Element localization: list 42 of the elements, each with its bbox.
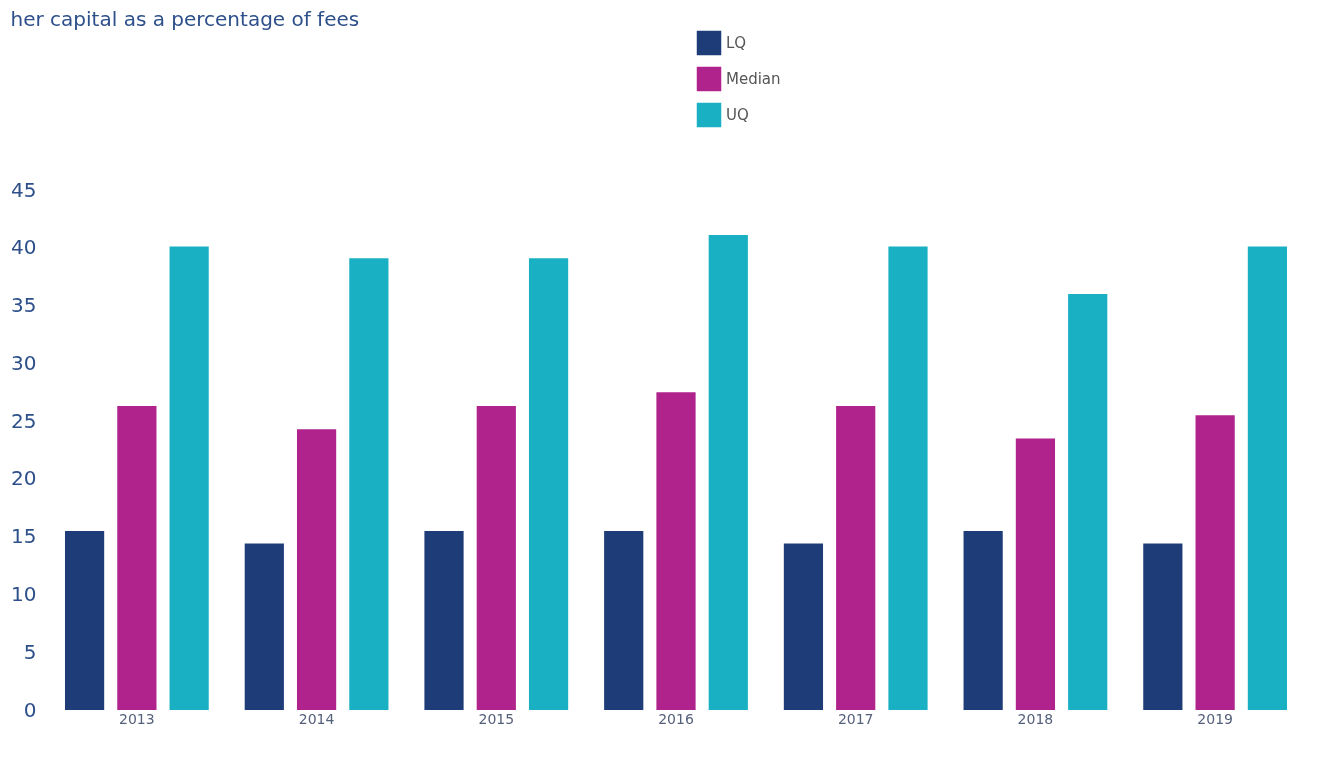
- x-tick-label: 2015: [478, 710, 515, 727]
- y-tick-label: 0: [23, 697, 37, 722]
- y-tick-label: 30: [11, 350, 37, 375]
- legend-label: LQ: [726, 34, 747, 52]
- x-tick-label: 2017: [837, 710, 874, 727]
- bar: [656, 392, 696, 710]
- bar: [244, 543, 284, 710]
- bar: [476, 406, 516, 710]
- bar: [424, 530, 464, 710]
- y-tick-label: 5: [23, 639, 37, 664]
- y-tick-label: 45: [11, 177, 37, 202]
- y-tick-label: 10: [11, 581, 37, 606]
- bar: [708, 235, 748, 710]
- bar: [783, 543, 824, 710]
- x-tick-label: 2019: [1197, 710, 1233, 727]
- bar: [604, 530, 644, 710]
- bar: [963, 530, 1003, 710]
- x-tick-label: 2016: [658, 710, 694, 727]
- bar: [888, 246, 928, 710]
- y-tick-label: 35: [11, 293, 37, 318]
- bar: [349, 258, 389, 710]
- y-tick-label: 20: [11, 466, 37, 491]
- bar: [1015, 438, 1056, 710]
- bar: [1143, 543, 1183, 710]
- bar: [528, 258, 569, 710]
- x-tick-label: 2014: [298, 710, 335, 727]
- chart-title: her capital as a percentage of fees: [10, 7, 360, 31]
- bar: [1195, 415, 1235, 710]
- y-tick-label: 40: [11, 235, 37, 260]
- y-tick-label: 25: [11, 408, 37, 433]
- bar: [117, 406, 157, 710]
- bar: [1068, 294, 1108, 710]
- y-tick-label: 15: [11, 524, 37, 549]
- x-tick-label: 2018: [1017, 710, 1054, 727]
- bar: [1247, 246, 1288, 710]
- bar: [64, 530, 105, 710]
- bar: [169, 246, 209, 710]
- bar: [296, 429, 337, 710]
- x-tick-label: 2013: [119, 710, 155, 727]
- legend-label: UQ: [726, 106, 749, 124]
- legend-label: Median: [726, 70, 781, 88]
- bar: [836, 406, 876, 710]
